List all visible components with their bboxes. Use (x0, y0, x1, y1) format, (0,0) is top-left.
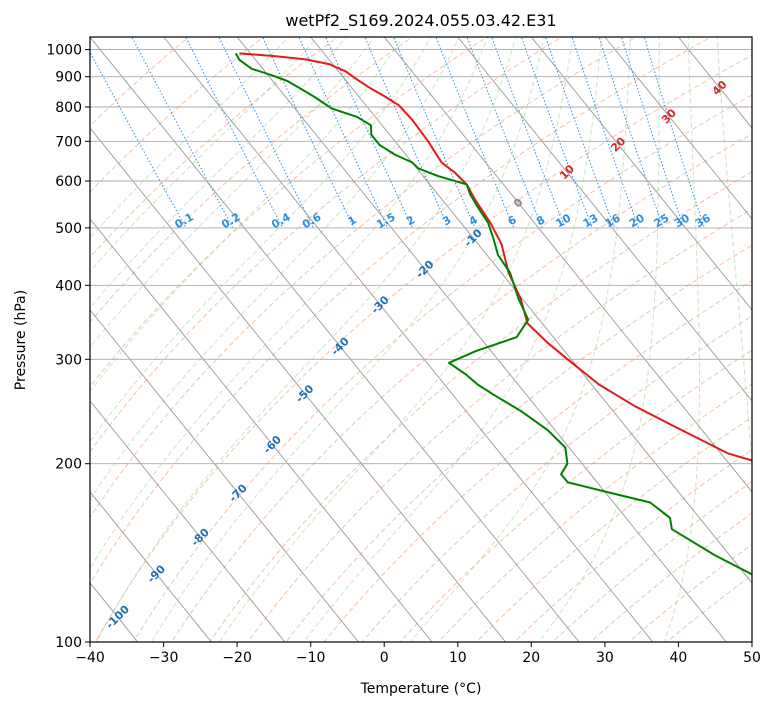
x-tick-label: −10 (296, 650, 326, 666)
x-tick-label: 40 (669, 650, 687, 666)
y-axis-title: Pressure (hPa) (13, 290, 29, 390)
mixing-ratio-line (185, 37, 284, 229)
dewpoint-profile-line (234, 52, 752, 576)
mixing-ratio-line (643, 37, 706, 229)
moist-adiabat (90, 37, 488, 570)
y-tick-label: 500 (55, 221, 82, 237)
isotherm-line (530, 37, 752, 311)
mixing-ratio-line (325, 37, 413, 229)
y-tick-label: 300 (55, 352, 82, 368)
dry-adiabat (247, 208, 752, 642)
plot-frame (89, 36, 753, 643)
mixing-ratio-line (435, 37, 515, 229)
mixing-ratio-line (520, 37, 593, 229)
y-tick-label: 1000 (46, 43, 82, 59)
x-tick-label: −40 (75, 650, 105, 666)
y-tick-label: 400 (55, 278, 82, 294)
mixing-ratio-line (261, 37, 355, 229)
dry-adiabat (361, 315, 752, 642)
y-tick-label: 100 (55, 635, 82, 651)
x-tick-label: 50 (743, 650, 761, 666)
isotherm-line (90, 491, 212, 642)
moist-adiabat (90, 37, 460, 501)
x-tick-label: 0 (380, 650, 389, 666)
mixing-ratio-line (571, 37, 640, 229)
isotherm-line (310, 37, 752, 584)
isotherm-line (90, 218, 433, 642)
x-tick-label: −30 (149, 650, 179, 666)
dry-adiabat (209, 171, 752, 642)
isotherm-line (163, 37, 654, 642)
dry-adiabat (285, 244, 752, 642)
isotherm-line (604, 37, 752, 220)
dry-adiabat (90, 37, 339, 259)
y-tick-label: 700 (55, 134, 82, 150)
y-tick-label: 600 (55, 174, 82, 190)
moist-adiabat (90, 37, 375, 349)
mixing-ratio-line (393, 37, 476, 229)
mixing-ratio-line (621, 37, 685, 229)
x-tick-label: −20 (222, 650, 252, 666)
mixing-ratio-line (545, 37, 615, 229)
mixing-ratio-line (364, 37, 450, 229)
isotherm-line (90, 127, 506, 642)
isotherm-line (236, 37, 727, 642)
chart-title: wetPf2_S169.2024.055.03.42.E31 (285, 11, 556, 31)
x-axis-title: Temperature (°C) (360, 681, 482, 697)
mixing-ratio-line (598, 37, 664, 229)
x-tick-label: 30 (596, 650, 614, 666)
dry-adiabat (94, 54, 752, 642)
isotherm-line (90, 37, 580, 642)
isotherm-line (383, 37, 752, 493)
x-tick-label: 20 (522, 650, 540, 666)
x-tick-label: 10 (449, 650, 467, 666)
isotherm-line (90, 309, 359, 642)
temperature-profile-line (239, 52, 752, 462)
y-tick-label: 900 (55, 70, 82, 86)
isotherm-line (457, 37, 752, 402)
isotherm-line (90, 400, 286, 642)
y-tick-label: 800 (55, 100, 82, 116)
y-tick-label: 200 (55, 457, 82, 473)
mixing-ratio-line (218, 37, 314, 229)
dry-adiabat (399, 349, 752, 642)
